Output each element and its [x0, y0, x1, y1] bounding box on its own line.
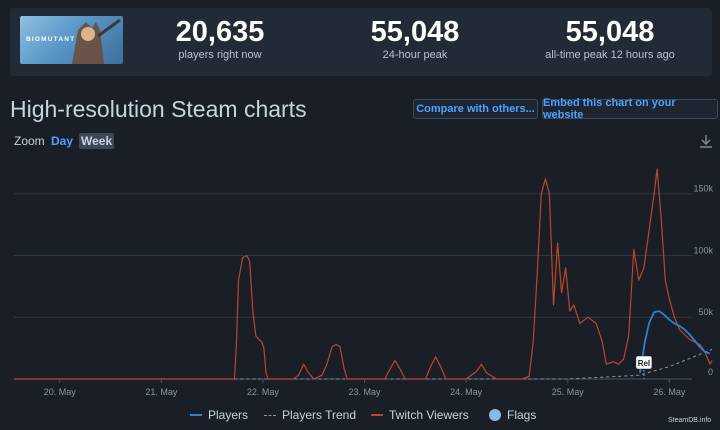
legend-players[interactable]: Players: [190, 408, 248, 422]
player-chart[interactable]: 0 50k 100k 150k 20. May 21. May 22. May 23. May…: [0, 150, 720, 405]
flag-label: Rel: [638, 359, 650, 368]
y-tick-label: 50k: [698, 307, 713, 317]
embed-chart-button[interactable]: Embed this chart on your website: [542, 97, 718, 121]
zoom-label: Zoom: [14, 134, 45, 148]
legend-trend-swatch: [264, 414, 276, 416]
x-tick-label: 21. May: [145, 387, 178, 397]
legend-trend[interactable]: Players Trend: [264, 408, 356, 422]
legend-flags-swatch: [489, 409, 501, 421]
legend-flags-label: Flags: [507, 408, 537, 422]
stat-24h-peak-value: 55,048: [370, 16, 460, 48]
stat-players-now-label: players right now: [178, 49, 262, 61]
game-logo-text: BIOMUTANT: [26, 36, 76, 43]
game-logo-art: [72, 18, 121, 64]
twitch-viewers-line: [14, 168, 713, 380]
compare-button[interactable]: Compare with others...: [413, 99, 538, 119]
stat-all-time-peak-value: 55,048: [565, 16, 655, 48]
y-tick-label: 0: [708, 367, 713, 377]
zoom-day-button[interactable]: Day: [51, 134, 74, 148]
zoom-week-button[interactable]: Week: [79, 133, 115, 149]
legend-twitch[interactable]: Twitch Viewers: [371, 408, 469, 422]
x-tick-label: 23. May: [349, 387, 382, 397]
x-tick-label: 26. May: [653, 387, 686, 397]
page-title: High-resolution Steam charts: [10, 96, 307, 122]
x-tick-label: 24. May: [450, 387, 483, 397]
stats-panel: BIOMUTANT 20,635 players right now 55,04…: [10, 8, 712, 76]
stat-24h-peak: 55,048 24-hour peak: [335, 16, 495, 61]
y-tick-label: 100k: [693, 245, 713, 255]
legend-players-swatch: [190, 414, 202, 416]
chart-axis-labels: 0 50k 100k 150k 20. May 21. May 22. May 23. May…: [44, 184, 714, 397]
stat-24h-peak-label: 24-hour peak: [382, 49, 448, 61]
legend-trend-label: Players Trend: [282, 408, 357, 422]
download-icon[interactable]: [698, 133, 714, 149]
x-tick-label: 25. May: [552, 387, 585, 397]
chart-grid: [14, 193, 692, 380]
stat-all-time-peak-label: all-time peak 12 hours ago: [545, 49, 675, 61]
chart-series: [14, 168, 713, 380]
stat-players-now: 20,635 players right now: [140, 16, 300, 61]
legend-players-label: Players: [208, 408, 249, 422]
legend-flags[interactable]: Flags: [489, 408, 536, 422]
game-logo[interactable]: BIOMUTANT: [20, 16, 123, 64]
players-line: [639, 310, 711, 373]
stat-all-time-peak: 55,048 all-time peak 12 hours ago: [525, 16, 695, 61]
x-tick-label: 20. May: [44, 387, 77, 397]
y-tick-label: 150k: [693, 184, 713, 194]
legend-twitch-swatch: [371, 414, 383, 416]
flag-marker: [635, 355, 653, 370]
x-tick-label: 22. May: [247, 387, 280, 397]
watermark: SteamDB.info: [668, 417, 712, 424]
legend-twitch-label: Twitch Viewers: [389, 408, 469, 422]
chart-flags: Rel: [635, 355, 653, 379]
stat-players-now-value: 20,635: [175, 16, 265, 48]
